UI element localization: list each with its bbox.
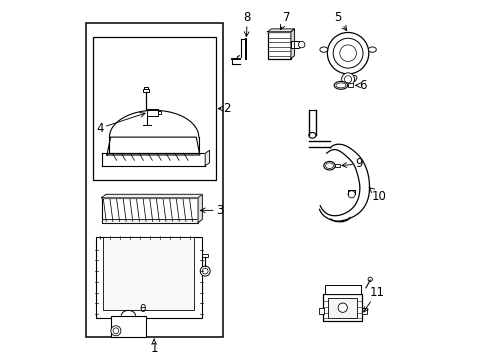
Ellipse shape	[335, 83, 345, 88]
Bar	[347, 83, 353, 87]
Ellipse shape	[349, 76, 356, 82]
Text: 3: 3	[200, 204, 223, 217]
Circle shape	[339, 45, 356, 62]
Text: 2: 2	[218, 102, 231, 115]
Text: 8: 8	[243, 11, 250, 36]
Polygon shape	[290, 29, 294, 59]
Text: 11: 11	[363, 286, 384, 312]
Polygon shape	[102, 194, 202, 198]
Bar	[318, 307, 323, 314]
Circle shape	[337, 303, 346, 312]
Ellipse shape	[325, 163, 333, 168]
Text: 6: 6	[355, 79, 366, 92]
Bar	[143, 89, 149, 93]
Circle shape	[200, 266, 210, 276]
Bar	[323, 294, 362, 321]
Polygon shape	[267, 29, 294, 32]
Bar	[110, 316, 146, 337]
Text: 4: 4	[96, 112, 145, 135]
Circle shape	[111, 326, 121, 336]
Polygon shape	[205, 150, 209, 166]
Polygon shape	[198, 194, 202, 223]
Bar	[96, 237, 201, 318]
Ellipse shape	[319, 47, 327, 52]
Bar	[324, 285, 360, 294]
Ellipse shape	[367, 47, 376, 52]
Circle shape	[344, 76, 351, 83]
Bar	[335, 164, 340, 167]
Text: 1: 1	[150, 339, 158, 355]
Bar	[328, 298, 356, 318]
Polygon shape	[107, 137, 200, 155]
Bar	[267, 32, 290, 59]
Bar	[85, 23, 223, 337]
Circle shape	[367, 277, 372, 282]
Bar	[202, 253, 207, 257]
Text: 9: 9	[341, 157, 362, 170]
Bar	[93, 37, 216, 180]
Bar	[158, 111, 161, 114]
Circle shape	[326, 32, 368, 74]
Bar	[102, 219, 198, 223]
Ellipse shape	[308, 132, 315, 138]
Ellipse shape	[333, 81, 347, 89]
Circle shape	[347, 191, 354, 198]
Circle shape	[341, 73, 354, 86]
Circle shape	[113, 328, 119, 334]
Text: θ: θ	[139, 303, 145, 314]
Bar	[103, 237, 194, 310]
Bar	[144, 87, 148, 89]
Ellipse shape	[323, 161, 335, 170]
Circle shape	[298, 41, 304, 48]
Circle shape	[332, 38, 362, 68]
Bar	[361, 307, 366, 314]
Bar	[290, 41, 298, 48]
Text: 7: 7	[280, 11, 290, 30]
Bar	[102, 198, 198, 223]
Circle shape	[202, 268, 207, 274]
Text: 5: 5	[333, 11, 346, 31]
Bar	[147, 109, 158, 116]
Text: 10: 10	[368, 187, 386, 203]
